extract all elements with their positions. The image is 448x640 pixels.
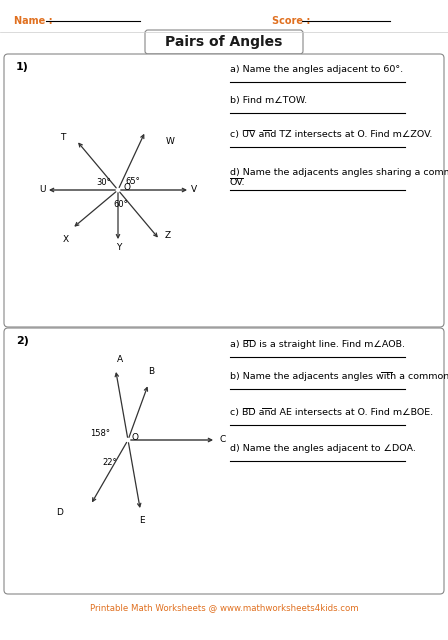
Text: c) BD and AE intersects at O. Find m∠BOE.: c) BD and AE intersects at O. Find m∠BOE… (230, 408, 433, 417)
Text: d) Name the angles adjacent to ∠DOA.: d) Name the angles adjacent to ∠DOA. (230, 444, 416, 453)
Text: O: O (123, 182, 130, 191)
Text: 22°: 22° (102, 458, 116, 467)
Text: a) BD is a straight line. Find m∠AOB.: a) BD is a straight line. Find m∠AOB. (230, 340, 405, 349)
Text: b) Name the adjacents angles with a common side OB.: b) Name the adjacents angles with a comm… (230, 372, 448, 381)
Text: Pairs of Angles: Pairs of Angles (165, 35, 283, 49)
FancyBboxPatch shape (145, 30, 303, 54)
Text: B: B (148, 367, 154, 376)
Text: 30°: 30° (96, 178, 111, 187)
Text: b) Find m∠TOW.: b) Find m∠TOW. (230, 96, 307, 105)
Text: E: E (139, 516, 145, 525)
Text: 65°: 65° (125, 177, 140, 186)
Text: Name :: Name : (14, 16, 52, 26)
FancyBboxPatch shape (4, 54, 444, 327)
Text: Z: Z (165, 232, 171, 241)
Text: Score :: Score : (272, 16, 310, 26)
Text: OV.: OV. (230, 178, 246, 187)
Text: O: O (131, 433, 138, 442)
Text: c) UV and TZ intersects at O. Find m∠ZOV.: c) UV and TZ intersects at O. Find m∠ZOV… (230, 130, 432, 139)
Text: 1): 1) (16, 62, 29, 72)
Text: A: A (117, 355, 123, 364)
FancyBboxPatch shape (4, 328, 444, 594)
Text: a) Name the angles adjacent to 60°.: a) Name the angles adjacent to 60°. (230, 65, 403, 74)
Text: D: D (56, 508, 64, 517)
Text: Y: Y (116, 243, 122, 252)
Text: T: T (60, 134, 66, 143)
Text: 158°: 158° (90, 429, 110, 438)
Text: U: U (39, 184, 45, 193)
Text: d) Name the adjacents angles sharing a common side: d) Name the adjacents angles sharing a c… (230, 168, 448, 177)
Text: X: X (63, 236, 69, 244)
Text: V: V (191, 184, 197, 193)
Text: 60°: 60° (113, 200, 128, 209)
Text: C: C (220, 435, 226, 444)
Text: W: W (166, 138, 174, 147)
Text: Printable Math Worksheets @ www.mathworksheets4kids.com: Printable Math Worksheets @ www.mathwork… (90, 604, 358, 612)
Text: 2): 2) (16, 336, 29, 346)
